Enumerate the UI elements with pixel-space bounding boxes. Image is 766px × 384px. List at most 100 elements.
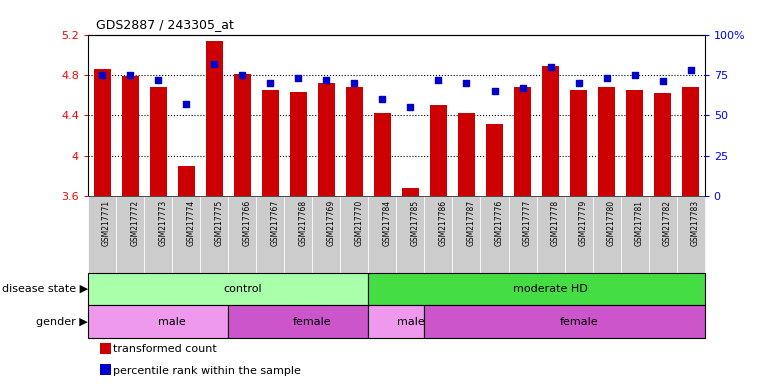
Point (96, 72, 108, 78)
Point (656, 78, 669, 84)
Point (460, 80, 473, 86)
Bar (149, 87, 166, 196)
Bar (486, 124, 503, 196)
Bar (200, 196, 228, 273)
Text: GSM217772: GSM217772 (130, 200, 139, 246)
Bar (649, 196, 676, 273)
Text: GSM217775: GSM217775 (214, 200, 223, 246)
Bar (565, 196, 593, 273)
Bar (284, 196, 313, 273)
Bar (262, 90, 279, 196)
Text: GSM217782: GSM217782 (663, 200, 672, 246)
Text: percentile rank within the sample: percentile rank within the sample (113, 366, 301, 376)
Text: gender ▶: gender ▶ (36, 316, 88, 327)
Bar (206, 41, 223, 196)
Bar (88, 196, 116, 273)
Bar (627, 90, 643, 196)
Text: GSM217783: GSM217783 (691, 200, 699, 246)
Point (180, 101, 192, 107)
Bar (122, 76, 139, 196)
Point (432, 77, 444, 83)
Bar (346, 87, 363, 196)
Bar (228, 196, 257, 273)
Bar (424, 196, 453, 273)
Text: GSM217768: GSM217768 (298, 200, 307, 246)
Bar (509, 196, 536, 273)
Bar (424, 305, 705, 338)
Text: GSM217787: GSM217787 (466, 200, 476, 246)
Text: GSM217780: GSM217780 (607, 200, 616, 246)
Point (292, 75, 304, 81)
Point (152, 77, 164, 83)
Text: GDS2887 / 243305_at: GDS2887 / 243305_at (96, 18, 234, 31)
Text: GSM217781: GSM217781 (635, 200, 643, 246)
Bar (340, 196, 368, 273)
Text: GSM217785: GSM217785 (411, 200, 420, 246)
Text: male: male (397, 316, 424, 327)
Bar (100, 343, 111, 354)
Text: female: female (293, 316, 332, 327)
Bar (542, 66, 559, 196)
Bar (318, 83, 335, 196)
Bar (234, 74, 250, 196)
Point (264, 80, 277, 86)
Bar (397, 196, 424, 273)
Text: GSM217771: GSM217771 (102, 200, 111, 246)
Bar (458, 113, 475, 196)
Bar (368, 273, 705, 305)
Bar (116, 196, 144, 273)
Point (516, 85, 529, 91)
Bar (100, 364, 111, 375)
Point (685, 67, 697, 73)
Point (404, 104, 417, 110)
Bar (88, 273, 368, 305)
Point (320, 77, 332, 83)
Text: female: female (559, 316, 598, 327)
Point (236, 72, 248, 78)
Bar (313, 196, 340, 273)
Point (208, 61, 221, 67)
Text: male: male (159, 316, 186, 327)
Text: moderate HD: moderate HD (513, 284, 588, 294)
Text: GSM217776: GSM217776 (495, 200, 503, 246)
Point (601, 75, 613, 81)
Point (572, 80, 584, 86)
Text: GSM217779: GSM217779 (578, 200, 588, 246)
Text: GSM217784: GSM217784 (382, 200, 391, 246)
Point (489, 88, 501, 94)
Bar (654, 93, 671, 196)
Bar (453, 196, 480, 273)
Point (124, 72, 136, 78)
Bar (570, 90, 587, 196)
Bar (368, 196, 397, 273)
Bar (144, 196, 172, 273)
Text: GSM217766: GSM217766 (242, 200, 251, 246)
Text: GSM217769: GSM217769 (326, 200, 336, 246)
Bar (257, 196, 284, 273)
Bar (514, 87, 531, 196)
Bar (93, 69, 110, 196)
Text: GSM217770: GSM217770 (355, 200, 363, 246)
Bar (598, 87, 615, 196)
Bar (290, 92, 306, 196)
Text: GSM217778: GSM217778 (551, 200, 559, 246)
Text: GSM217773: GSM217773 (158, 200, 167, 246)
Point (349, 80, 361, 86)
Bar (88, 305, 228, 338)
Point (545, 64, 557, 70)
Text: disease state ▶: disease state ▶ (2, 284, 88, 294)
Point (376, 96, 388, 102)
Text: control: control (223, 284, 261, 294)
Bar (402, 188, 419, 196)
Bar (368, 305, 424, 338)
Text: GSM217767: GSM217767 (270, 200, 280, 246)
Bar (430, 105, 447, 196)
Text: GSM217777: GSM217777 (522, 200, 532, 246)
Bar (172, 196, 200, 273)
Text: GSM217786: GSM217786 (438, 200, 447, 246)
Bar (620, 196, 649, 273)
Bar (683, 87, 699, 196)
Point (629, 72, 641, 78)
Bar (228, 305, 368, 338)
Bar (593, 196, 620, 273)
